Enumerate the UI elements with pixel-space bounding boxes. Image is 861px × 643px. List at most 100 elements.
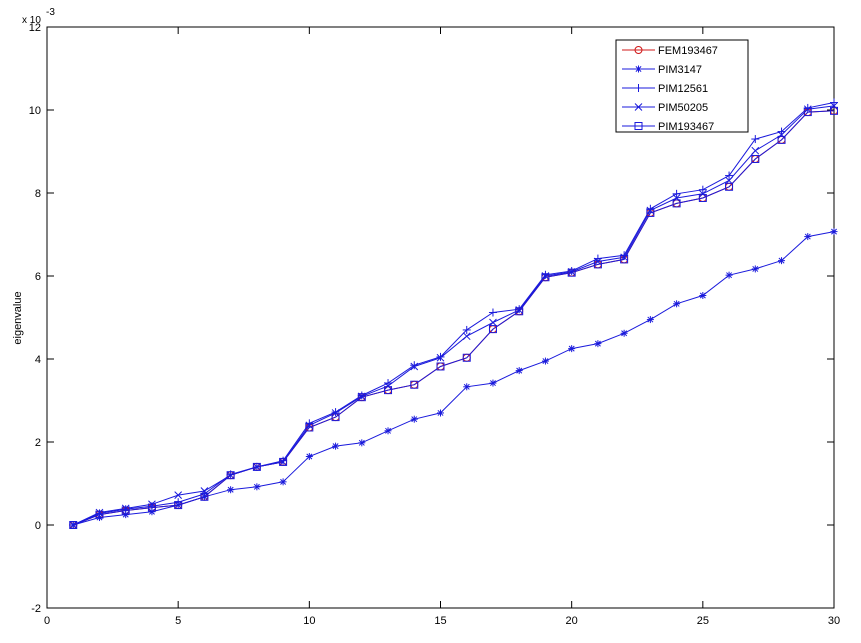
marker-shape — [803, 108, 812, 117]
data-point-PIM193467 — [541, 273, 550, 282]
data-point-PIM3147 — [751, 265, 759, 273]
x-tick-label: 20 — [566, 615, 578, 627]
data-point-PIM50205 — [121, 504, 130, 513]
data-point-PIM50205 — [226, 471, 235, 480]
data-point-PIM3147 — [646, 316, 654, 324]
data-point-PIM12561 — [567, 267, 576, 276]
marker-shape — [567, 268, 576, 277]
x-tick-label: 5 — [175, 615, 181, 627]
marker-shape — [95, 508, 104, 517]
data-point-PIM12561 — [436, 352, 445, 361]
marker-shape — [594, 257, 602, 266]
marker-shape — [279, 458, 287, 466]
data-point-PIM12561 — [488, 308, 497, 317]
data-point-PIM193467 — [751, 154, 760, 163]
data-point-PIM12561 — [751, 135, 760, 144]
data-point-PIM3147 — [620, 329, 628, 337]
data-point-PIM193467 — [279, 457, 288, 466]
marker-shape — [593, 260, 602, 269]
data-point-PIM50205 — [803, 105, 812, 114]
marker-shape — [226, 471, 235, 480]
marker-shape — [646, 208, 655, 217]
marker-shape — [121, 504, 130, 513]
marker-shape — [332, 443, 339, 450]
data-point-PIM193467 — [331, 413, 340, 422]
series-line-PIM193467 — [73, 110, 835, 526]
data-point-PIM193467 — [620, 255, 629, 264]
x-tick-label: 0 — [44, 615, 50, 627]
data-point-PIM3147 — [279, 478, 287, 486]
marker-shape — [778, 257, 785, 264]
marker-shape — [462, 332, 471, 341]
marker-shape — [331, 413, 340, 422]
data-point-PIM50205 — [830, 101, 838, 110]
marker-shape — [830, 106, 838, 115]
marker-shape — [673, 300, 680, 307]
data-point-PIM50205 — [69, 521, 78, 529]
marker-shape — [384, 386, 393, 395]
data-point-PIM12561 — [672, 189, 681, 198]
marker-shape — [568, 345, 575, 352]
marker-shape — [252, 462, 261, 471]
y-tick-label: 2 — [35, 437, 41, 449]
data-point-PIM193467 — [226, 471, 235, 480]
data-point-PIM3147 — [594, 340, 602, 348]
data-point-PIM3147 — [332, 442, 340, 450]
data-point-PIM3147 — [463, 383, 471, 391]
legend-entry-label: FEM193467 — [658, 45, 718, 57]
marker-shape — [620, 255, 629, 264]
marker-shape — [777, 135, 786, 144]
y-tick-label: 6 — [35, 271, 41, 283]
marker-shape — [541, 273, 550, 282]
marker-shape — [516, 367, 523, 374]
marker-shape — [752, 265, 759, 272]
data-point-PIM50205 — [436, 353, 445, 362]
y-tick-label: 0 — [35, 520, 41, 532]
data-point-PIM12561 — [646, 204, 655, 213]
legend: FEM193467 PIM3147 PIM12561 PIM50205 PIM19346… — [615, 39, 749, 133]
data-point-PIM50205 — [253, 463, 261, 471]
data-point-PIM12561 — [515, 305, 524, 314]
legend-entry-label: PIM193467 — [658, 121, 714, 133]
marker-shape — [200, 492, 209, 501]
marker-shape — [489, 380, 496, 387]
marker-shape — [122, 511, 129, 518]
marker-shape — [803, 105, 812, 114]
data-point-PIM50205 — [698, 189, 707, 198]
series-line-PIM50205 — [72, 105, 835, 526]
data-point-PIM3147 — [95, 514, 103, 522]
legend-entry-label: PIM12561 — [658, 83, 708, 95]
data-point-PIM193467 — [515, 307, 524, 316]
data-point-PIM3147 — [515, 367, 523, 375]
data-point-PIM50205 — [620, 253, 628, 262]
marker-shape — [621, 330, 628, 337]
data-point-PIM3147 — [437, 409, 444, 417]
y-tick-label: -2 — [31, 603, 41, 615]
data-point-PIM50205 — [777, 131, 786, 139]
data-point-PIM12561 — [174, 498, 183, 507]
series-markers — [69, 98, 838, 529]
marker-shape — [306, 453, 313, 460]
data-point-PIM50205 — [646, 206, 655, 215]
data-point-PIM193467 — [830, 106, 838, 115]
marker-shape — [634, 103, 643, 111]
marker-shape — [358, 439, 365, 446]
data-point-PIM193467 — [95, 510, 104, 519]
data-point-PIM193467 — [305, 423, 314, 432]
data-point-PIM193467 — [174, 501, 183, 510]
data-point-PIM3147 — [410, 415, 418, 423]
marker-shape — [147, 503, 156, 512]
data-point-PIM3147 — [253, 483, 261, 491]
data-point-PIM193467 — [803, 108, 812, 117]
marker-shape — [331, 409, 340, 417]
data-point-PIM3147 — [830, 228, 838, 236]
y-axis-exponent-base: x 10 — [22, 15, 41, 26]
data-point-PIM3147 — [227, 486, 235, 494]
marker-shape — [436, 353, 445, 362]
legend-marker — [634, 103, 643, 111]
data-point-PIM193467 — [147, 503, 156, 512]
legend-entry-label: PIM3147 — [658, 64, 702, 76]
y-tick-label: 8 — [35, 188, 41, 200]
